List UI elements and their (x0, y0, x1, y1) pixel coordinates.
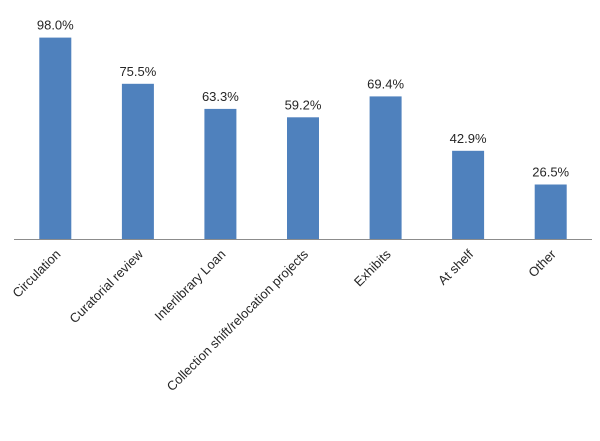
category-tick-label: At shelf (435, 246, 477, 288)
category-labels-group: Circulation Curatorial review Interlibrary… (9, 246, 559, 394)
category-tick-label: Other (525, 246, 559, 280)
bar-value-label: 26.5% (532, 165, 569, 180)
value-labels-group: 98.0% 75.5% 63.3% 59.2% 69.4% 42.9% 26.5% (37, 18, 570, 180)
bar (534, 184, 567, 239)
bar (204, 108, 237, 240)
bars-group (39, 37, 567, 240)
bar (121, 83, 154, 239)
category-tick-label: Circulation (9, 247, 63, 301)
category-tick-label: Exhibits (351, 246, 394, 289)
category-tick-label: Interlibrary Loan (151, 247, 228, 324)
bar-value-label: 59.2% (285, 97, 322, 112)
bar (39, 37, 72, 239)
bar (452, 150, 485, 239)
bar (369, 96, 402, 240)
category-tick-label: Curatorial review (66, 246, 146, 326)
bar-value-label: 42.9% (450, 131, 487, 146)
bar-value-label: 98.0% (37, 18, 74, 33)
category-tick-label: Collection shift/relocation projects (164, 246, 312, 394)
bar (287, 117, 319, 239)
bar-value-label: 63.3% (202, 89, 239, 104)
bar-value-label: 69.4% (367, 76, 404, 91)
bar-value-label: 75.5% (119, 64, 156, 79)
